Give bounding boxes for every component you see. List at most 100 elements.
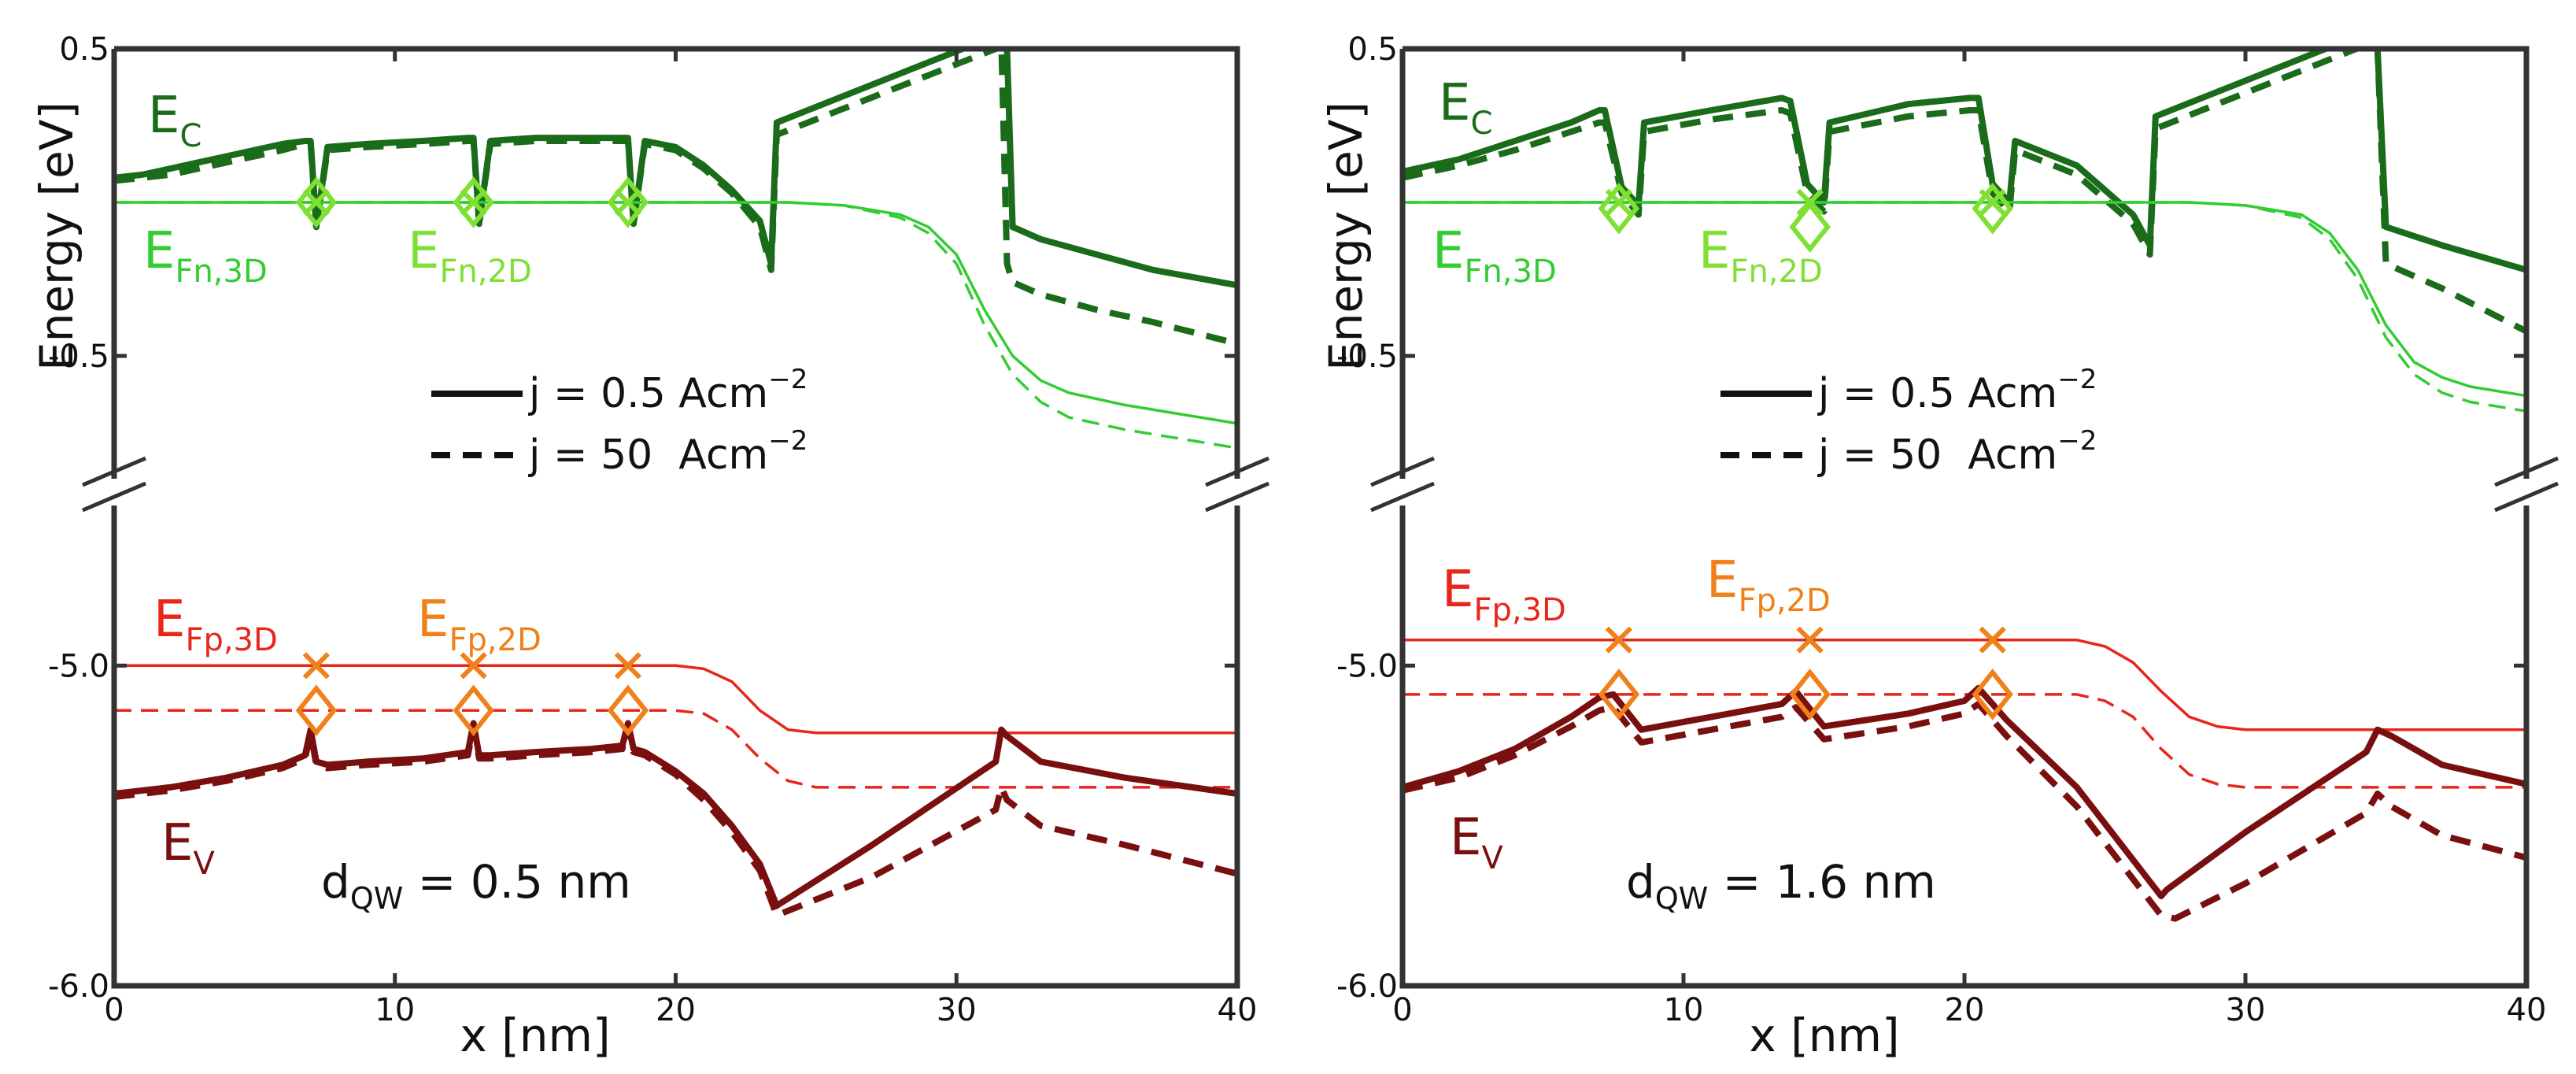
left-dqw-annotation: dQW = 0.5 nm — [321, 855, 631, 916]
left-y-tick-2: -5.0 — [48, 648, 1237, 684]
left-plot-frame — [111, 46, 1240, 989]
left-y-tick-3: -6.0 — [48, 968, 1237, 1005]
right-x-tick-label-3: 30 — [2226, 992, 2266, 1028]
right-ec-label: EC — [1439, 74, 1492, 142]
left-cross-marker-1-1 — [460, 188, 487, 217]
left-efp2d-label: EFp,2D — [417, 591, 541, 658]
left-x-tick-label-4: 40 — [1218, 992, 1258, 1028]
right-series-2 — [1403, 201, 2526, 398]
left-y-tick-1: -0.5 — [48, 339, 1237, 375]
right-dqw-annotation: dQW = 1.6 nm — [1626, 855, 1936, 916]
right-legend: j = 0.5 Acm−2 j = 50 Acm−2 — [1720, 364, 2097, 479]
left-x-tick-3: 30 — [937, 49, 977, 1028]
left-x-tick-4: 40 — [1218, 49, 1258, 1028]
left-x-tick-label-0: 0 — [104, 992, 124, 1028]
right-efn2d-label: EFn,2D — [1698, 222, 1823, 290]
left-panel: 0 10 20 30 40 0.5 -0.5 -5.0 -6.0 Energy [eV] x [… — [30, 31, 1270, 1062]
right-diamond-marker-0-2 — [1972, 182, 2013, 235]
left-x-tick-label-1: 10 — [375, 992, 415, 1028]
right-y-tick-2: -5.0 — [1336, 648, 2526, 684]
left-cross-marker-2-1 — [460, 652, 487, 680]
right-series-4 — [1403, 639, 2526, 731]
right-ticks: 0 10 20 30 40 0.5 -0.5 -5.0 -6.0 — [1336, 31, 2547, 1028]
right-diamond-marker-3-0 — [1598, 668, 1640, 720]
left-series-5 — [114, 709, 1237, 789]
right-diamond-marker-3-1 — [1789, 668, 1831, 720]
right-x-axis-title: x [nm] — [1749, 1009, 1899, 1062]
left-diamond-marker-0-2 — [607, 176, 649, 228]
right-cross-marker-1-2 — [1979, 188, 2006, 217]
right-x-tick-0: 0 — [1392, 49, 1413, 1028]
left-series-7 — [114, 723, 1237, 919]
right-ev-label: EV — [1450, 809, 1503, 876]
right-marker-layer — [1598, 182, 2013, 720]
left-diamond-marker-3-1 — [453, 684, 494, 737]
left-cross-marker-2-0 — [302, 652, 330, 680]
left-x-tick-label-2: 20 — [656, 992, 696, 1028]
right-y-tick-label-1: -0.5 — [1336, 339, 1398, 375]
right-series-3 — [1403, 201, 2526, 413]
left-ticks: 0 10 20 30 40 0.5 -0.5 -5.0 -6.0 — [48, 31, 1258, 1028]
left-cross-marker-2-2 — [614, 652, 641, 680]
left-x-axis-title: x [nm] — [460, 1009, 610, 1062]
right-legend-dashed-label: j = 50 Acm−2 — [1817, 425, 2097, 479]
right-diamond-marker-3-2 — [1972, 668, 2013, 720]
left-series-6 — [114, 720, 1237, 909]
left-legend-dashed-label: j = 50 Acm−2 — [528, 425, 808, 479]
left-y-tick-label-0: 0.5 — [59, 31, 109, 68]
right-efn3d-label: EFn,3D — [1432, 222, 1557, 290]
left-series-1 — [114, 49, 1237, 347]
right-x-tick-4: 40 — [2507, 49, 2547, 1028]
right-x-tick-label-4: 40 — [2507, 992, 2547, 1028]
left-ev-label: EV — [161, 814, 215, 882]
right-x-tick-1: 10 — [1664, 49, 1703, 1028]
right-diamond-marker-0-0 — [1598, 182, 1640, 235]
left-y-axis-title: Energy [eV] — [30, 102, 83, 371]
left-axis-break-marks — [82, 456, 1270, 513]
left-legend: j = 0.5 Acm−2 j = 50 Acm−2 — [431, 364, 808, 479]
right-axis-break-marks — [1370, 456, 2559, 513]
left-diamond-marker-3-2 — [607, 684, 649, 737]
left-efn2d-label: EFn,2D — [408, 222, 532, 290]
right-diamond-marker-0-1 — [1789, 201, 1831, 254]
right-y-tick-3: -6.0 — [1336, 968, 2526, 1005]
right-series-7 — [1403, 701, 2526, 922]
right-y-tick-label-3: -6.0 — [1336, 968, 1398, 1005]
left-marker-layer — [295, 176, 649, 737]
right-cross-marker-1-1 — [1796, 188, 1824, 217]
right-efp3d-label: EFp,3D — [1442, 561, 1566, 628]
left-y-tick-label-2: -5.0 — [48, 648, 109, 684]
left-efp3d-label: EFp,3D — [153, 591, 278, 658]
left-series-3 — [114, 201, 1237, 450]
right-x-tick-label-2: 20 — [1945, 992, 1985, 1028]
left-series-4 — [114, 664, 1237, 735]
left-y-tick-label-1: -0.5 — [48, 339, 109, 375]
left-x-tick-label-3: 30 — [937, 992, 977, 1028]
left-efn3d-label: EFn,3D — [143, 222, 268, 290]
left-diamond-marker-3-0 — [295, 684, 338, 737]
right-series-1 — [1403, 49, 2526, 335]
left-y-tick-label-3: -6.0 — [48, 968, 109, 1005]
right-y-tick-1: -0.5 — [1336, 339, 2526, 375]
left-series-0 — [114, 49, 1237, 289]
right-panel: 0 10 20 30 40 0.5 -0.5 -5.0 -6.0 Energy [eV] x [… — [1319, 31, 2559, 1062]
left-x-tick-0: 0 — [104, 49, 124, 1028]
left-y-tick-0: 0.5 — [59, 31, 1237, 68]
left-x-tick-2: 20 — [656, 49, 696, 1028]
right-y-tick-0: 0.5 — [1347, 31, 2526, 68]
right-efp2d-label: EFp,2D — [1706, 551, 1831, 619]
left-diamond-marker-0-0 — [295, 176, 338, 228]
right-series-0 — [1403, 49, 2526, 273]
left-x-tick-1: 10 — [375, 49, 415, 1028]
right-cross-marker-2-2 — [1979, 626, 2006, 654]
right-cross-marker-2-0 — [1605, 626, 1633, 654]
left-diamond-marker-0-1 — [453, 176, 494, 228]
right-cross-marker-2-1 — [1796, 626, 1824, 654]
right-series-5 — [1403, 693, 2526, 789]
right-x-tick-3: 30 — [2226, 49, 2266, 1028]
left-ec-label: EC — [148, 87, 201, 154]
right-plot-frame — [1399, 46, 2530, 989]
left-legend-solid-label: j = 0.5 Acm−2 — [528, 364, 808, 417]
right-legend-solid-label: j = 0.5 Acm−2 — [1817, 364, 2097, 417]
